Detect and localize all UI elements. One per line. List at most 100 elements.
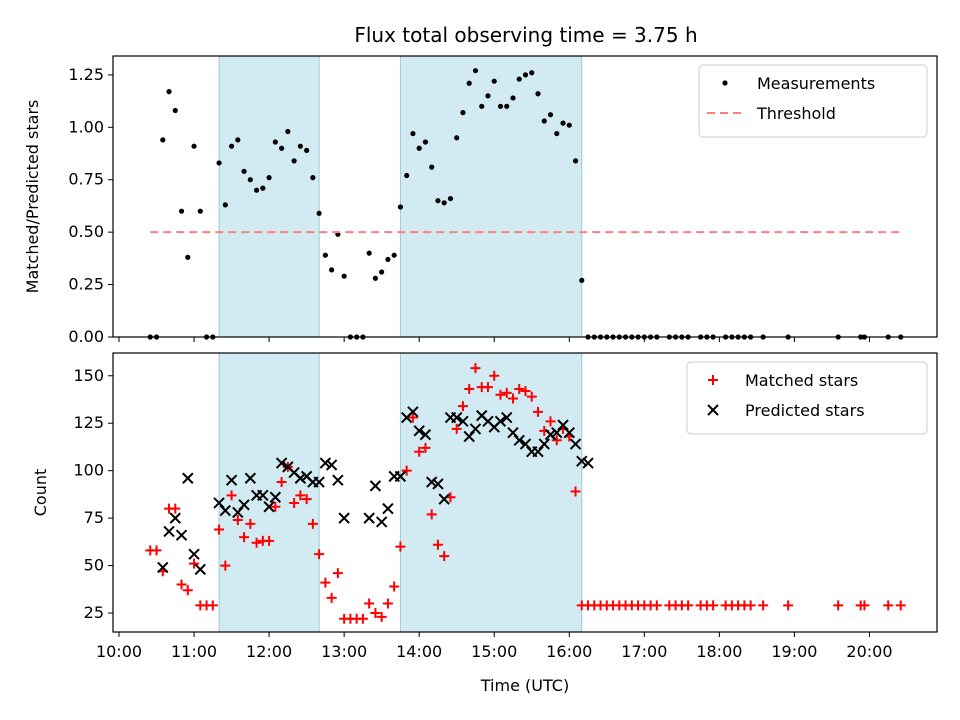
data-point bbox=[170, 503, 181, 514]
data-point bbox=[269, 491, 282, 503]
data-point bbox=[454, 135, 460, 141]
data-point bbox=[560, 120, 566, 126]
data-point bbox=[410, 130, 416, 137]
legend: Measurements Threshold bbox=[698, 64, 928, 138]
data-point bbox=[489, 370, 500, 381]
y-tick-label: 25 bbox=[84, 603, 104, 622]
y-tick-label: 0.25 bbox=[68, 275, 104, 294]
data-point bbox=[563, 427, 575, 439]
data-point bbox=[297, 143, 303, 149]
data-point bbox=[151, 545, 162, 556]
data-point bbox=[322, 252, 328, 258]
x-tick-label: 18:00 bbox=[696, 642, 742, 661]
x-tick-label: 16:00 bbox=[546, 642, 592, 661]
data-point bbox=[320, 577, 331, 588]
data-point bbox=[683, 600, 694, 611]
data-point bbox=[341, 273, 347, 279]
y-tick-label: 1.00 bbox=[68, 117, 104, 136]
data-point bbox=[394, 470, 407, 483]
y-tick-label: 50 bbox=[84, 556, 104, 575]
data-point bbox=[332, 474, 344, 486]
data-point bbox=[157, 561, 169, 574]
data-point bbox=[504, 103, 510, 109]
data-point bbox=[226, 490, 237, 501]
data-point bbox=[579, 277, 585, 283]
data-point bbox=[401, 465, 412, 476]
data-point bbox=[382, 502, 394, 515]
data-point bbox=[220, 560, 231, 571]
data-point bbox=[253, 187, 260, 193]
data-point bbox=[197, 208, 203, 214]
data-point bbox=[382, 598, 393, 609]
data-point bbox=[238, 499, 250, 511]
y-tick-label: 0.00 bbox=[68, 327, 104, 346]
data-point bbox=[432, 478, 444, 490]
data-point bbox=[494, 415, 507, 428]
legend-box bbox=[698, 64, 928, 138]
data-point bbox=[783, 600, 794, 611]
data-point bbox=[395, 541, 406, 552]
data-point bbox=[194, 563, 207, 576]
y-tick-label: 150 bbox=[73, 366, 104, 385]
data-point bbox=[572, 158, 579, 164]
shaded-interval bbox=[218, 55, 320, 338]
data-point bbox=[260, 185, 266, 191]
data-point bbox=[391, 252, 397, 258]
data-point bbox=[522, 72, 529, 78]
data-point bbox=[389, 581, 400, 592]
data-point bbox=[485, 93, 491, 99]
data-point bbox=[172, 107, 178, 114]
data-point bbox=[545, 416, 556, 427]
data-point bbox=[294, 472, 307, 484]
data-point bbox=[372, 275, 379, 281]
y-tick-label: 75 bbox=[84, 508, 104, 527]
data-point bbox=[566, 122, 572, 128]
data-point bbox=[426, 509, 437, 520]
data-point bbox=[176, 579, 187, 590]
data-point bbox=[538, 438, 550, 450]
y-axis-label: Count bbox=[31, 469, 50, 517]
data-point bbox=[404, 172, 410, 179]
data-point bbox=[263, 501, 275, 513]
data-point bbox=[357, 613, 368, 624]
data-point bbox=[385, 256, 391, 263]
data-point bbox=[544, 428, 557, 441]
data-point bbox=[541, 118, 547, 124]
data-point bbox=[160, 137, 166, 143]
data-point bbox=[279, 145, 285, 151]
data-point bbox=[276, 477, 287, 488]
data-point bbox=[497, 103, 504, 109]
data-point bbox=[432, 539, 443, 550]
data-point bbox=[232, 515, 243, 526]
data-point bbox=[520, 385, 531, 396]
data-point bbox=[295, 490, 306, 501]
data-point bbox=[191, 143, 197, 149]
x-tick-label: 20:00 bbox=[846, 642, 892, 661]
data-point bbox=[332, 568, 343, 579]
y-tick-label: 125 bbox=[73, 413, 104, 432]
data-point bbox=[413, 425, 425, 437]
data-point bbox=[513, 434, 525, 447]
data-point bbox=[429, 164, 435, 170]
x-axis-label: Time (UTC) bbox=[480, 676, 569, 695]
data-point bbox=[414, 446, 425, 457]
data-point bbox=[460, 110, 466, 116]
data-point bbox=[257, 489, 269, 502]
data-point bbox=[304, 147, 310, 153]
shaded-interval bbox=[399, 55, 583, 338]
data-point bbox=[247, 177, 253, 183]
data-point bbox=[235, 137, 241, 143]
data-point bbox=[228, 143, 235, 149]
legend-label: Measurements bbox=[757, 74, 875, 93]
legend-marker bbox=[707, 404, 719, 416]
data-point bbox=[266, 175, 272, 181]
data-point bbox=[859, 600, 870, 611]
data-point bbox=[313, 476, 325, 488]
data-point bbox=[469, 423, 482, 435]
data-point bbox=[245, 518, 256, 529]
data-point bbox=[435, 198, 441, 204]
data-point bbox=[472, 68, 479, 74]
data-point bbox=[166, 89, 172, 95]
data-point bbox=[219, 504, 232, 517]
series-matched-stars bbox=[145, 363, 906, 624]
